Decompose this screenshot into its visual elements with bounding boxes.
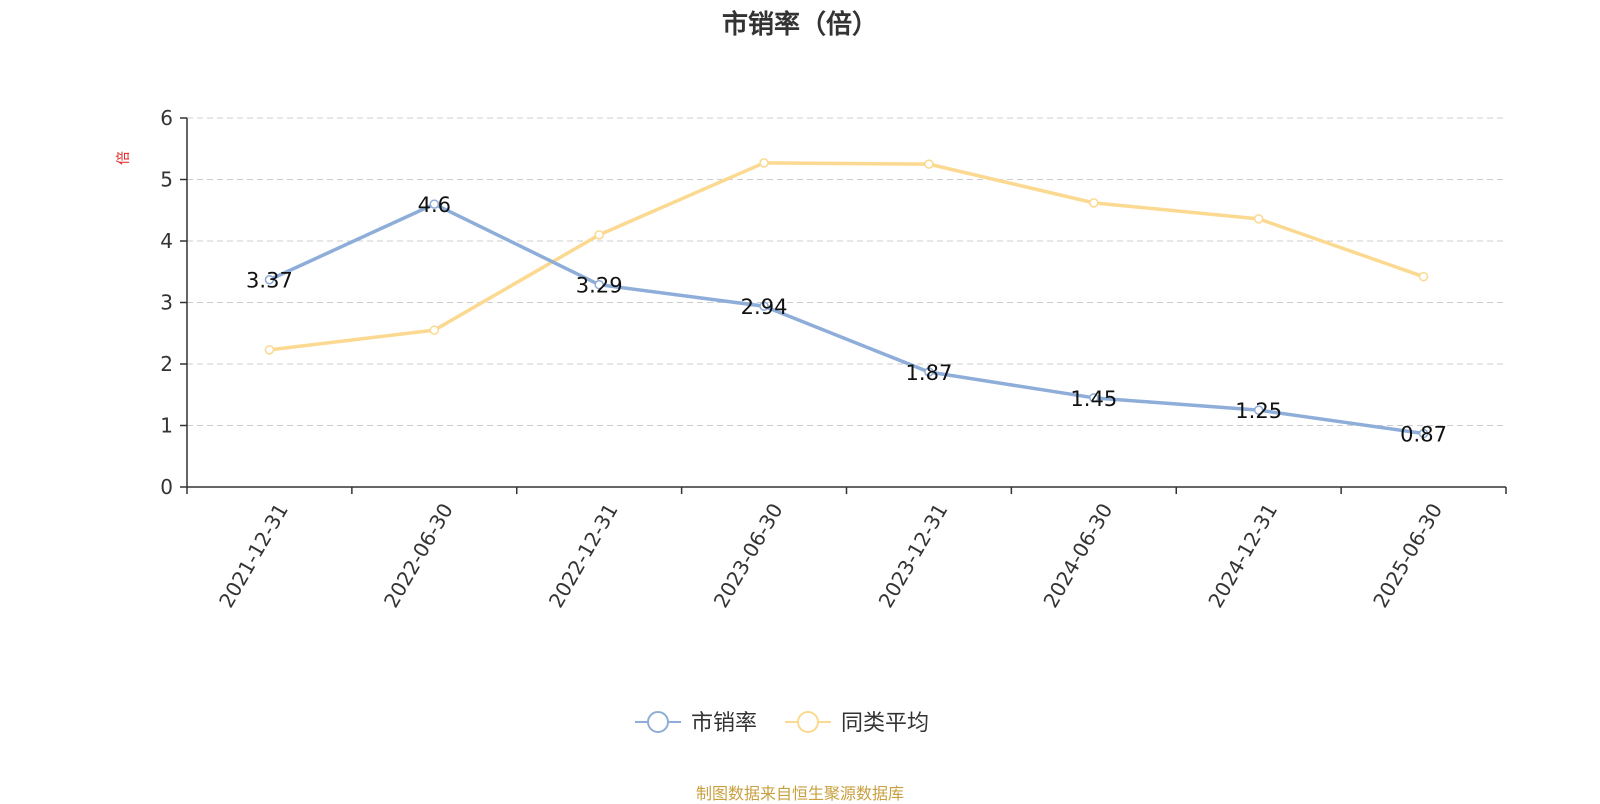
data-point: [1089, 198, 1099, 208]
data-label: 2.94: [741, 295, 788, 319]
x-tick-label: 2022-06-30: [379, 499, 458, 612]
x-tick-label: 2024-06-30: [1038, 499, 1117, 612]
data-point: [1253, 214, 1264, 224]
data-point: [429, 199, 440, 209]
chart-title: 市销率（倍）: [721, 10, 878, 40]
series: [264, 158, 1429, 439]
x-tick-label: 2025-06-30: [1368, 499, 1447, 612]
data-point: [594, 230, 604, 240]
source-note: 制图数据来自恒生聚源数据库: [695, 784, 904, 803]
legend-label: 同类平均: [841, 711, 929, 736]
data-point: [1418, 428, 1429, 439]
data-label: 3.29: [576, 274, 623, 298]
data-point: [759, 158, 769, 168]
x-tick-label: 2021-12-31: [214, 499, 293, 612]
y-tick-label: 6: [160, 106, 173, 130]
x-tick-label: 2023-12-31: [874, 499, 953, 612]
x-tick-label: 2023-06-30: [709, 499, 788, 612]
x-tick-label: 2022-12-31: [544, 499, 623, 612]
data-label: 0.87: [1400, 422, 1447, 446]
legend: 市销率 同类平均: [635, 711, 929, 736]
y-axis-label: 倍: [116, 151, 132, 165]
y-tick-label: 0: [160, 475, 173, 499]
y-tick-label: 3: [160, 291, 173, 315]
y-tick-label: 5: [160, 168, 173, 192]
y-tick-label: 1: [160, 414, 173, 438]
data-point: [1253, 405, 1264, 415]
data-point: [264, 345, 275, 355]
legend-label: 市销率: [691, 711, 757, 736]
axes: 0 1 2 3 4 5 6 2021-12-31 2022-06-30 2022-12-31 202…: [116, 106, 1507, 612]
legend-item: 同类平均: [785, 711, 929, 736]
legend-marker: [647, 711, 669, 733]
legend-item: 市销率: [635, 711, 757, 736]
data-label: 1.45: [1070, 387, 1117, 411]
data-point: [924, 367, 934, 377]
data-label: 1.25: [1235, 399, 1282, 423]
data-label: 4.6: [418, 193, 451, 217]
data-label: 3.37: [246, 269, 293, 293]
y-tick-label: 2: [160, 352, 173, 376]
data-point: [759, 301, 769, 311]
x-tick-label: 2024-12-31: [1203, 499, 1282, 612]
series-line: [268, 202, 1424, 436]
data-point: [1418, 271, 1429, 282]
data-point: [264, 274, 275, 285]
y-tick-label: 4: [160, 229, 173, 253]
data-labels: 3.37 4.6 3.29 2.94 1.87 1.45 1.25 0.87: [246, 193, 1447, 446]
data-label: 1.87: [906, 361, 953, 385]
data-point: [594, 279, 604, 290]
legend-marker: [797, 711, 819, 733]
data-point: [924, 159, 934, 169]
data-point: [1089, 393, 1099, 403]
series-line: [269, 161, 1425, 352]
data-point: [429, 325, 440, 335]
